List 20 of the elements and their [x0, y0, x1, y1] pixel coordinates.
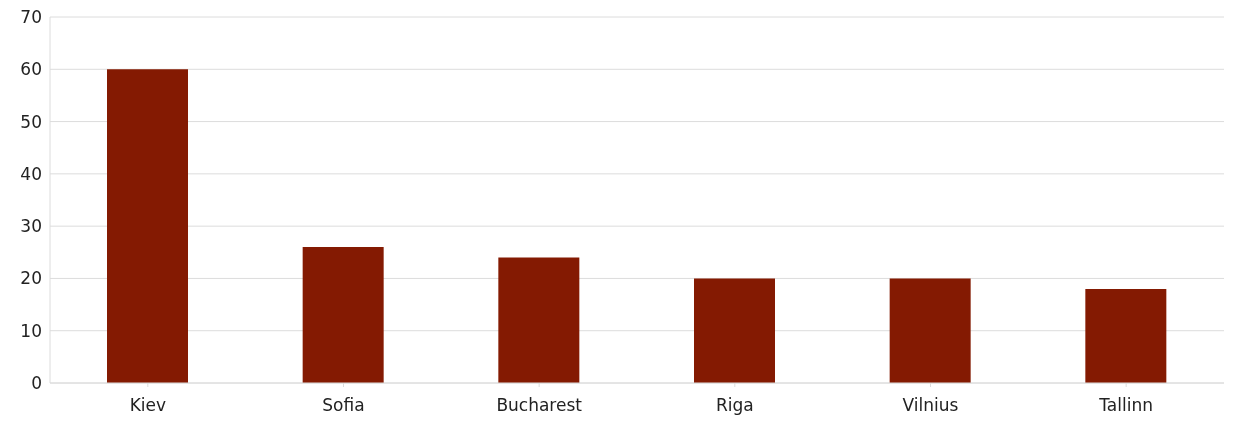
bar [302, 247, 384, 383]
y-tick-label: 60 [20, 59, 42, 80]
y-tick-label: 0 [31, 373, 42, 394]
x-tick-label: Tallinn [1098, 395, 1154, 416]
y-tick-label: 50 [20, 111, 42, 132]
x-tick-label: Riga [715, 395, 754, 416]
bar [107, 69, 188, 383]
y-tick-label: 30 [20, 216, 42, 237]
x-tick-label: Kiev [129, 395, 167, 416]
bar [889, 278, 971, 383]
y-tick-label: 10 [20, 320, 42, 341]
bar [694, 278, 775, 383]
y-tick-label: 20 [20, 268, 42, 289]
x-tick-label: Vilnius [902, 395, 959, 416]
x-tick-label: Bucharest [496, 395, 583, 416]
y-tick-label: 70 [20, 7, 42, 28]
x-tick-label: Sofia [322, 395, 365, 416]
bar [498, 257, 580, 383]
y-tick-label: 40 [20, 163, 42, 184]
bar [1085, 288, 1167, 383]
